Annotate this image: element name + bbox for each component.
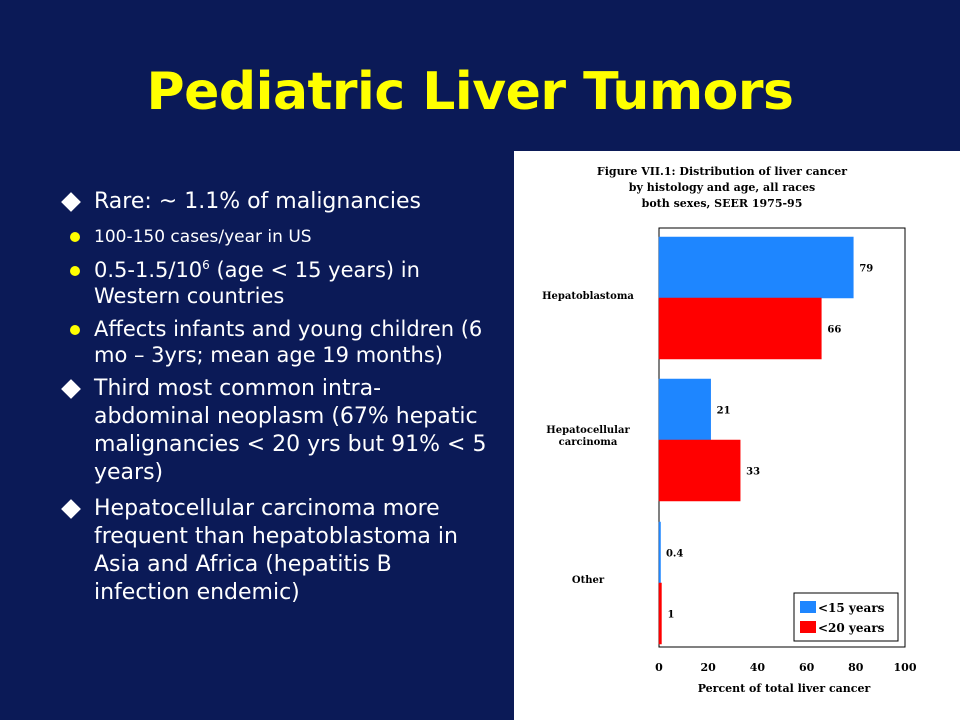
category-label: Hepatoblastoma	[542, 291, 634, 302]
sub-bullet-incidence: 0.5-1.5/106 (age < 15 years) in Western …	[22, 257, 492, 309]
sub-bullet-text: Affects infants and young children (6 mo…	[94, 317, 483, 367]
bullet-text: Third most common intra-abdominal neopla…	[94, 376, 487, 485]
chart-title-line: Figure VII.1: Distribution of liver canc…	[597, 165, 847, 178]
x-tick-label: 20	[701, 661, 717, 674]
legend-label: <15 years	[818, 601, 885, 615]
bar	[658, 521, 661, 584]
category-label: Hepatocellular	[546, 425, 630, 436]
sub-bullet-affects: Affects infants and young children (6 mo…	[22, 316, 492, 368]
x-tick-label: 0	[655, 661, 663, 674]
data-label: 79	[859, 264, 873, 275]
chart-title-line: both sexes, SEER 1975-95	[642, 197, 803, 210]
category-label: Other	[572, 575, 605, 586]
bar	[658, 297, 822, 360]
bullet-text: Hepatocellular carcinoma more frequent t…	[94, 496, 458, 605]
bullet-list: Rare: ~ 1.1% of malignancies 100-150 cas…	[61, 188, 492, 615]
data-label: 66	[827, 325, 841, 336]
superscript: 6	[202, 258, 210, 272]
diamond-bullet-icon	[61, 379, 81, 399]
x-axis-label: Percent of total liver cancer	[698, 682, 871, 695]
sub-bullet-text-post: (age < 15 years) in Western countries	[94, 258, 420, 308]
data-label: 21	[717, 406, 731, 417]
x-tick-label: 60	[799, 661, 815, 674]
bar	[658, 582, 662, 645]
data-label: 33	[746, 467, 760, 478]
chart-title-line: by histology and age, all races	[629, 181, 815, 194]
sub-bullet-text: 100-150 cases/year in US	[94, 227, 312, 247]
bar	[658, 378, 711, 441]
data-label: 1	[667, 610, 674, 621]
slide-title: Pediatric Liver Tumors	[146, 62, 794, 122]
figure-panel: Figure VII.1: Distribution of liver canc…	[514, 151, 960, 720]
x-tick-label: 40	[750, 661, 766, 674]
bar-chart: Figure VII.1: Distribution of liver canc…	[542, 165, 917, 695]
bar	[658, 439, 741, 502]
diamond-bullet-icon	[61, 499, 81, 519]
dot-bullet-icon	[70, 325, 80, 335]
legend-label: <20 years	[818, 621, 885, 635]
legend-swatch	[800, 621, 816, 633]
category-label: carcinoma	[559, 437, 618, 448]
sub-bullet-text-pre: 0.5-1.5/10	[94, 258, 203, 282]
bullet-third-common: Third most common intra-abdominal neopla…	[61, 375, 492, 487]
dot-bullet-icon	[70, 232, 80, 242]
bullet-hcc-asia: Hepatocellular carcinoma more frequent t…	[61, 495, 492, 607]
x-tick-label: 80	[848, 661, 864, 674]
bullet-text: Rare: ~ 1.1% of malignancies	[94, 189, 421, 214]
bar	[658, 236, 854, 299]
dot-bullet-icon	[70, 266, 80, 276]
x-tick-label: 100	[894, 661, 917, 674]
bullet-rare: Rare: ~ 1.1% of malignancies	[61, 188, 492, 216]
data-label: 0.4	[666, 549, 683, 560]
sub-bullet-cases: 100-150 cases/year in US	[22, 224, 492, 250]
legend-swatch	[800, 601, 816, 613]
diamond-bullet-icon	[61, 192, 81, 212]
